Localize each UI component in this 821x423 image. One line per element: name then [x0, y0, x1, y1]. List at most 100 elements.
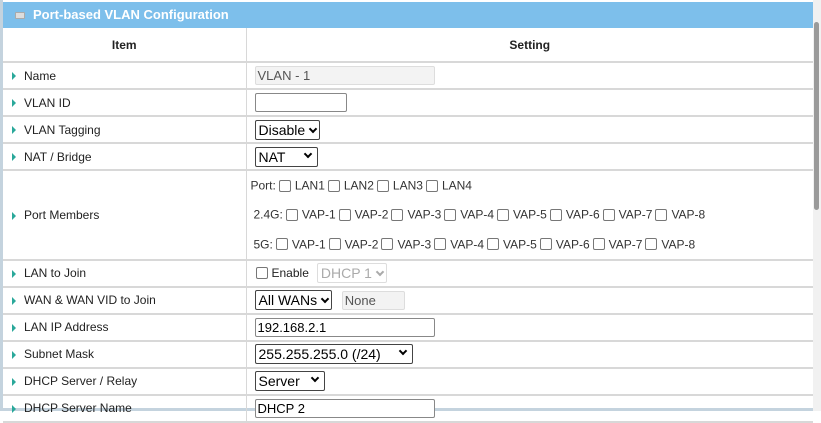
select-value: Server	[258, 373, 300, 390]
arrow-icon	[12, 405, 16, 414]
row-lan-join: LAN to Join Enable DHCP 1	[3, 259, 813, 288]
arrow-icon	[12, 297, 16, 306]
select-value: NAT	[258, 148, 286, 165]
member-checkbox[interactable]	[327, 179, 340, 192]
vlan-id-input[interactable]	[254, 93, 347, 112]
wan-vid-input[interactable]: None	[341, 290, 405, 310]
arrow-icon	[12, 211, 16, 220]
select-value: 255.255.255.0 (/24)	[258, 346, 381, 363]
scrollbar-thumb[interactable]	[814, 22, 819, 210]
enable-checkbox[interactable]	[255, 267, 268, 280]
g24-row: 2.4G: VAP-1 VAP-2 VAP-3 VAP-4 VAP-5 VAP-6 VAP-7…	[254, 200, 814, 229]
dhcp-select[interactable]: DHCP 1	[316, 263, 387, 284]
arrow-icon	[12, 378, 16, 387]
member-checkbox[interactable]	[487, 238, 500, 251]
dhcp-name-input[interactable]: DHCP 2	[254, 398, 435, 418]
member-checkbox[interactable]	[425, 179, 438, 192]
member-checkbox[interactable]	[275, 238, 288, 251]
member-label: VAP-6	[555, 236, 590, 251]
subnet-select[interactable]: 255.255.255.0 (/24)	[254, 344, 413, 365]
tagging-select[interactable]: Disable	[254, 119, 321, 140]
arrow-icon	[12, 126, 16, 135]
member-label: LAN1	[294, 178, 325, 193]
member-label: VAP-4	[450, 236, 485, 251]
row-lan-ip: LAN IP Address 192.168.2.1	[3, 313, 813, 342]
g5-label: 5G:	[253, 236, 273, 251]
wan-select[interactable]: All WANs	[254, 290, 333, 311]
member-label: VAP-5	[513, 207, 547, 222]
member-label: VAP-7	[618, 207, 653, 222]
chevron-down-icon	[398, 347, 407, 356]
member-checkbox[interactable]	[539, 238, 552, 251]
label: VLAN Tagging	[24, 122, 101, 137]
lan-ip-input[interactable]: 192.168.2.1	[254, 317, 435, 337]
dhcp-server-select[interactable]: Server	[254, 371, 325, 392]
member-checkbox[interactable]	[549, 209, 562, 222]
label: DHCP Server Name	[24, 401, 132, 416]
row-dhcp-server: DHCP Server / Relay Server	[3, 367, 813, 396]
member-checkbox[interactable]	[376, 179, 389, 192]
row-subnet: Subnet Mask 255.255.255.0 (/24)	[3, 340, 813, 369]
member-checkbox[interactable]	[602, 209, 615, 222]
member-checkbox[interactable]	[655, 209, 668, 222]
member-label: LAN3	[392, 178, 423, 193]
port-row: Port: LAN1 LAN2 LAN3 LAN4	[251, 171, 814, 200]
row-dhcp-name: DHCP Server Name DHCP 2	[3, 394, 813, 423]
member-checkbox[interactable]	[645, 238, 658, 251]
member-checkbox[interactable]	[328, 238, 341, 251]
arrow-icon	[12, 351, 16, 360]
chevron-down-icon	[303, 149, 312, 158]
label: LAN to Join	[24, 266, 87, 281]
member-label: VAP-8	[671, 207, 706, 222]
arrow-icon	[12, 99, 16, 108]
label: WAN & WAN VID to Join	[24, 293, 156, 308]
arrow-icon	[12, 270, 16, 279]
member-label: LAN2	[343, 178, 374, 193]
member-checkbox[interactable]	[285, 209, 298, 222]
label: Port Members	[24, 207, 100, 222]
g5-row: 5G: VAP-1 VAP-2 VAP-3 VAP-4 VAP-5 VAP-6 VAP-7 VA…	[254, 230, 814, 259]
panel-icon	[15, 12, 25, 19]
row-name: Name VLAN - 1	[3, 62, 813, 90]
member-checkbox[interactable]	[592, 238, 605, 251]
port-label: Port:	[250, 178, 276, 193]
row-port-members: Port Members Port: LAN1 LAN2 LAN3 LAN4 2.4G:…	[3, 170, 814, 261]
chevron-down-icon	[308, 124, 318, 133]
label: Subnet Mask	[24, 347, 95, 362]
col-setting: Setting	[246, 28, 813, 63]
title-text: Port-based VLAN Configuration	[33, 7, 229, 22]
row-tagging: VLAN Tagging Disable	[3, 116, 813, 144]
arrow-icon	[12, 72, 16, 81]
member-checkbox[interactable]	[338, 209, 351, 222]
member-label: VAP-3	[407, 207, 442, 222]
member-label: VAP-7	[608, 236, 643, 251]
select-value: DHCP 1	[320, 265, 372, 282]
label: NAT / Bridge	[24, 149, 92, 164]
member-checkbox[interactable]	[444, 209, 457, 222]
chevron-down-icon	[310, 374, 319, 383]
member-checkbox[interactable]	[381, 238, 394, 251]
panel-title: Port-based VLAN Configuration	[3, 2, 813, 28]
label: VLAN ID	[24, 95, 71, 110]
nat-select[interactable]: NAT	[254, 146, 318, 167]
row-vlan-id: VLAN ID	[3, 89, 813, 117]
label: Name	[24, 68, 57, 83]
member-checkbox[interactable]	[391, 209, 404, 222]
config-table: Item Setting Name VLAN - 1 VLAN ID VLAN T…	[3, 28, 813, 423]
scrollbar[interactable]	[813, 0, 821, 411]
member-label: VAP-3	[397, 236, 432, 251]
name-input[interactable]: VLAN - 1	[254, 66, 435, 85]
label: LAN IP Address	[24, 320, 109, 335]
member-checkbox[interactable]	[434, 238, 447, 251]
member-label: VAP-1	[301, 207, 336, 222]
row-nat: NAT / Bridge NAT	[3, 143, 813, 171]
member-label: LAN4	[441, 178, 472, 193]
member-label: VAP-4	[460, 207, 495, 222]
select-value: All WANs	[258, 292, 318, 309]
member-label: VAP-2	[344, 236, 379, 251]
col-item: Item	[3, 28, 247, 63]
arrow-icon	[12, 153, 16, 162]
member-checkbox[interactable]	[497, 209, 510, 222]
member-checkbox[interactable]	[278, 179, 291, 192]
arrow-icon	[12, 324, 16, 333]
